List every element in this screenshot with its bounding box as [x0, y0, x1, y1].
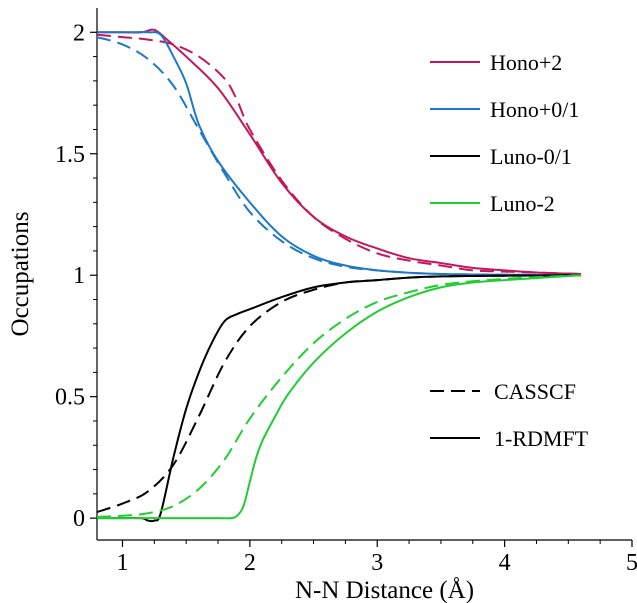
y-tick-label: 1.5 [55, 142, 85, 168]
series-line-hono-0-1-1-rdmft [96, 31, 582, 277]
legend-label: Hono+2 [490, 50, 562, 75]
legend-label: Hono+0/1 [490, 97, 579, 122]
series-line-hono-0-1-casscf [96, 36, 582, 277]
series-line-luno-0-1-casscf [96, 274, 582, 514]
series-line-luno-2-casscf [96, 274, 582, 518]
x-tick-label: 1 [116, 550, 128, 576]
y-tick-label: 2 [73, 20, 85, 46]
y-tick-label: 0 [73, 506, 85, 532]
x-tick-label: 2 [244, 550, 256, 576]
x-tick-label: 5 [626, 550, 637, 576]
series-line-luno-2-1-rdmft [97, 274, 582, 520]
x-axis-label: N-N Distance (Å) [295, 577, 474, 603]
series-layer [96, 28, 582, 523]
legend-label: Luno-0/1 [490, 144, 572, 169]
legend-label: Luno-2 [490, 191, 555, 216]
legend-layer: Hono+2 Hono+0/1 Luno-0/1 Luno-2 CASSCF 1-RDMF… [430, 50, 589, 451]
y-tick-label: 0.5 [55, 385, 85, 411]
x-tick-label: 4 [499, 550, 511, 576]
legend-style-label: CASSCF [494, 379, 576, 404]
y-tick-label: 1 [73, 263, 85, 289]
x-tick-label: 3 [371, 550, 383, 576]
legend-style-label: 1-RDMFT [494, 426, 589, 451]
series-line-hono-2-casscf [96, 33, 582, 275]
axes: 1 2 3 4 5 0 0.5 1 1.5 2 [55, 8, 637, 576]
y-axis-label: Occupations [7, 212, 34, 337]
